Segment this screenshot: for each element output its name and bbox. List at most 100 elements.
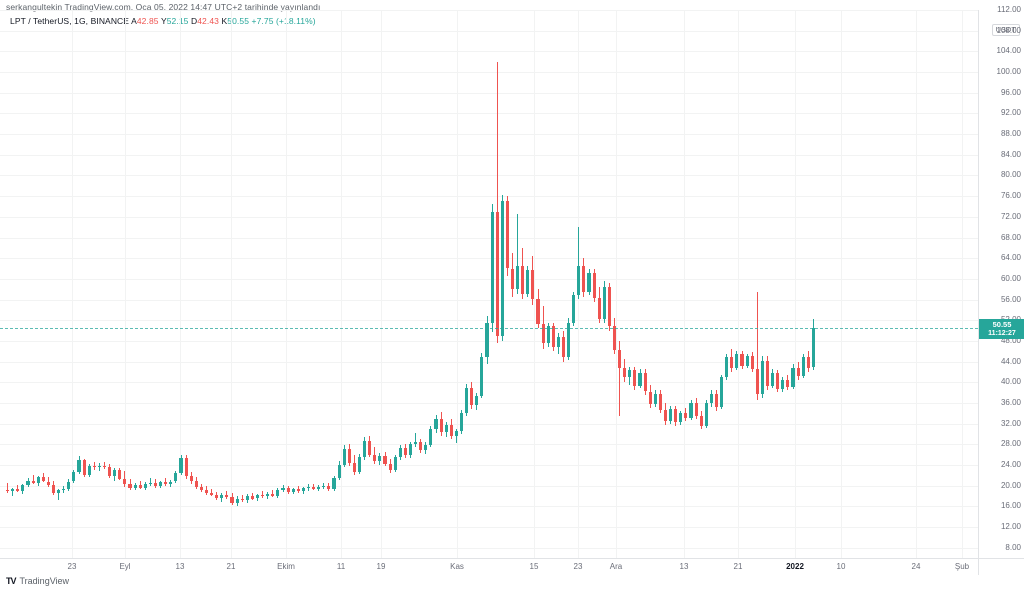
price-axis-tick: 40.00 — [1000, 377, 1021, 387]
candle-body — [403, 448, 407, 456]
price-axis-tick: 112.00 — [997, 5, 1021, 14]
gridline-horizontal — [0, 196, 978, 198]
candle-wick — [58, 488, 60, 501]
time-axis-tick: Kas — [450, 562, 464, 571]
candle-body — [72, 472, 76, 482]
candle-body — [92, 465, 96, 468]
candle-body — [82, 460, 86, 475]
legend-symbol[interactable]: LPT / TetherUS, 1G, BINANCE — [10, 16, 130, 26]
candle-body — [526, 269, 530, 295]
price-axis-tick: 108.00 — [996, 25, 1021, 35]
price-axis-tick: 56.00 — [1000, 294, 1021, 304]
candle-body — [337, 464, 341, 479]
candle-body — [398, 448, 402, 458]
candle-body — [546, 326, 550, 344]
candle-body — [643, 372, 647, 392]
price-axis-tick: 80.00 — [1000, 170, 1021, 180]
candle-body — [102, 465, 107, 467]
candle-body — [602, 286, 606, 320]
chart-legend: LPT / TetherUS, 1G, BINANCE A42.85 Y52.1… — [10, 16, 316, 26]
chart-plot-area[interactable] — [0, 10, 978, 558]
price-axis-tick: 88.00 — [1000, 129, 1021, 139]
legend-open-label: A — [131, 16, 137, 26]
legend-close-value: 50.55 — [227, 16, 250, 26]
candle-body — [159, 482, 163, 487]
candle-body — [317, 487, 321, 489]
price-axis-tick: 68.00 — [1000, 232, 1021, 242]
candle-body — [87, 465, 91, 475]
gridline-vertical — [286, 10, 287, 558]
candle-wick — [578, 227, 580, 300]
candle-body — [108, 466, 112, 477]
gridline-horizontal — [0, 237, 978, 239]
candle-body — [475, 395, 479, 405]
candle-wick — [211, 489, 213, 497]
price-axis-tick: 48.00 — [1000, 335, 1021, 345]
gridline-horizontal — [0, 92, 978, 94]
candle-body — [352, 463, 356, 473]
candle-body — [536, 298, 540, 325]
candle-body — [169, 481, 173, 485]
candle-body — [449, 425, 453, 436]
candle-body — [638, 372, 642, 387]
candle-body — [373, 454, 377, 462]
gridline-horizontal — [0, 72, 978, 73]
gridline-horizontal — [0, 51, 978, 53]
candle-body — [796, 367, 800, 377]
time-axis-tick: 23 — [67, 562, 77, 571]
price-axis-tick: 44.00 — [1000, 356, 1021, 366]
gridline-horizontal — [0, 216, 978, 218]
candle-body — [230, 497, 234, 504]
candle-body — [51, 484, 56, 493]
candle-wick — [149, 478, 151, 487]
candle-body — [434, 419, 438, 430]
candle-wick — [455, 428, 457, 444]
gridline-vertical — [125, 10, 126, 558]
candle-body — [781, 379, 785, 390]
candle-body — [709, 393, 713, 403]
candle-body — [235, 498, 239, 504]
last-price-line — [0, 327, 978, 329]
candle-body — [77, 460, 81, 473]
gridline-vertical — [72, 10, 73, 558]
candle-body — [684, 413, 688, 419]
candle-body — [811, 327, 815, 368]
last-price-tag[interactable]: 50.55 11:12:27 — [979, 318, 1024, 339]
candle-body — [174, 473, 178, 482]
candle-body — [567, 322, 571, 358]
candle-body — [607, 286, 611, 327]
candle-body — [31, 480, 35, 484]
price-axis[interactable]: USDT 112.00 108.00 104.00 100.00 96.00 92.00 8… — [978, 6, 1024, 558]
gridline-vertical — [684, 10, 685, 558]
candle-body — [755, 368, 759, 394]
price-axis-tick: 92.00 — [1000, 108, 1021, 118]
candle-body — [490, 211, 494, 324]
candle-body — [653, 393, 657, 404]
candle-body — [725, 357, 729, 377]
candle-body — [26, 480, 30, 486]
candle-body — [663, 410, 668, 422]
candle-body — [312, 486, 316, 489]
candle-body — [561, 336, 566, 358]
gridline-horizontal — [0, 464, 978, 466]
time-axis[interactable]: 23 Eyl 13 21 Ekim 11 19 Kas 15 23 Ara 13 21 2022 10 24 Ş… — [0, 558, 978, 575]
candle-body — [123, 478, 127, 484]
candle-wick — [12, 487, 14, 497]
gridline-vertical — [795, 10, 796, 558]
candle-body — [179, 458, 183, 474]
gridline-horizontal — [0, 134, 978, 136]
gridline-horizontal — [0, 30, 978, 32]
candle-body — [255, 495, 260, 499]
candle-body — [261, 495, 265, 497]
legend-high-label: Y — [160, 16, 167, 26]
price-axis-tick: 24.00 — [1000, 459, 1021, 469]
candle-body — [776, 372, 780, 390]
price-unit-badge: USDT — [991, 24, 1020, 36]
candle-body — [699, 416, 703, 426]
candle-body — [347, 448, 351, 464]
candle-body — [36, 477, 40, 484]
candle-wick — [272, 490, 274, 497]
candle-body — [133, 484, 137, 488]
candle-body — [62, 488, 66, 491]
